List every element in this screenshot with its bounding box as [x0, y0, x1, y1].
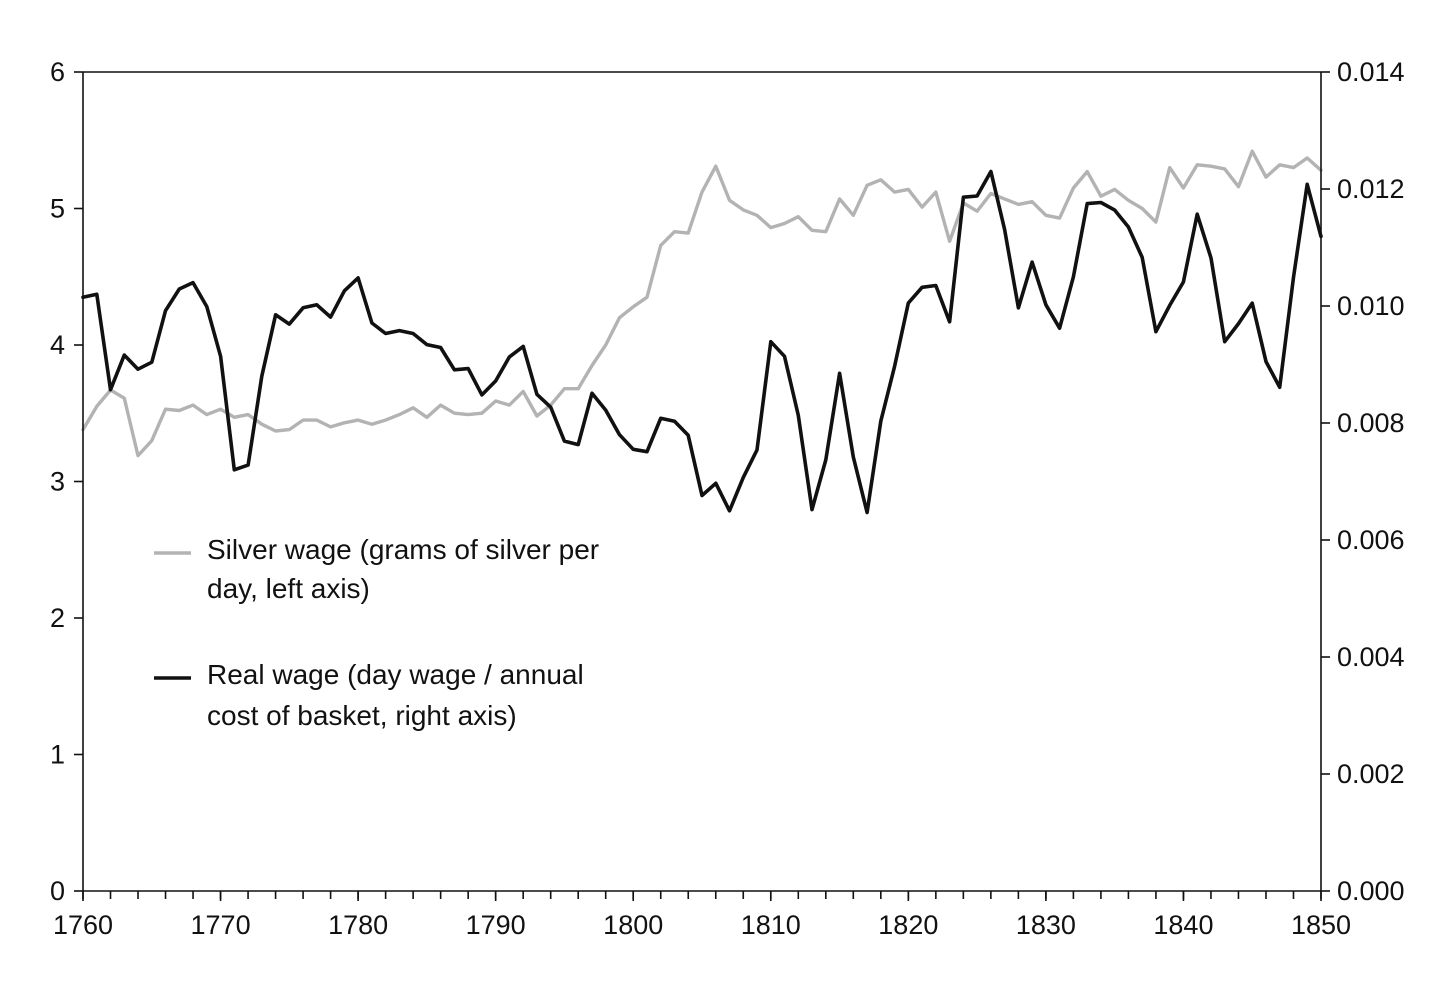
x-tick-label: 1820 [878, 910, 938, 940]
x-tick-label: 1790 [466, 910, 526, 940]
left-y-tick-label: 6 [50, 57, 65, 87]
left-y-tick-label: 3 [50, 467, 65, 497]
x-tick-label: 1800 [603, 910, 663, 940]
right-y-tick-label: 0.014 [1337, 57, 1405, 87]
right-y-tick-label: 0.004 [1337, 642, 1405, 672]
right-y-tick-label: 0.008 [1337, 408, 1405, 438]
real-wage-legend-label: cost of basket, right axis) [207, 700, 517, 731]
left-y-tick-label: 0 [50, 876, 65, 906]
x-tick-label: 1810 [741, 910, 801, 940]
right-y-tick-label: 0.010 [1337, 291, 1405, 321]
x-tick-label: 1850 [1291, 910, 1351, 940]
series-lines [81, 149, 1323, 515]
axes: 1760 1770 1780 1790 1800 1810 1820 1830 1840 1850… [50, 57, 1405, 940]
x-tick-label: 1770 [191, 910, 251, 940]
x-tick-label: 1840 [1153, 910, 1213, 940]
x-tick-label: 1830 [1016, 910, 1076, 940]
silver-wage-legend-label: Silver wage (grams of silver per [207, 534, 599, 565]
real-wage-legend-label: Real wage (day wage / annual [207, 659, 584, 690]
right-y-tick-label: 0.002 [1337, 759, 1405, 789]
left-y-tick-label: 5 [50, 194, 65, 224]
left-y-tick-label: 1 [50, 740, 65, 770]
right-y-tick-label: 0.000 [1337, 876, 1405, 906]
x-tick-label: 1760 [53, 910, 113, 940]
x-tick-label: 1780 [328, 910, 388, 940]
right-y-tick-label: 0.012 [1337, 174, 1405, 204]
silver-wage-line [81, 149, 1323, 458]
real-wage-line [81, 169, 1323, 515]
silver-wage-legend-label: day, left axis) [207, 573, 370, 604]
legend: Silver wage (grams of silver per day, lef… [154, 534, 599, 731]
left-y-tick-label: 4 [50, 330, 65, 360]
right-y-tick-label: 0.006 [1337, 525, 1405, 555]
left-y-tick-label: 2 [50, 603, 65, 633]
